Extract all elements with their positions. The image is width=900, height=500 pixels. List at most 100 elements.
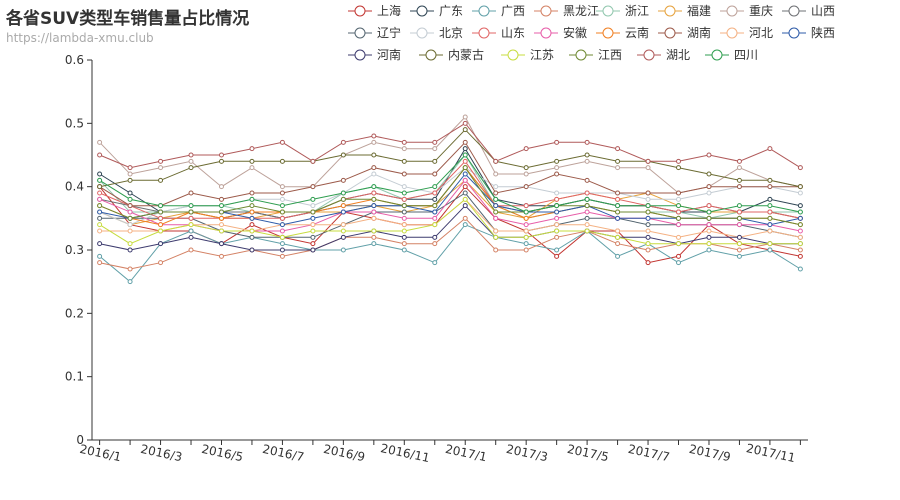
data-point[interactable] bbox=[736, 222, 742, 228]
data-point[interactable] bbox=[462, 158, 468, 164]
data-point[interactable] bbox=[127, 279, 133, 285]
data-point[interactable] bbox=[462, 120, 468, 126]
data-point[interactable] bbox=[554, 190, 560, 196]
data-point[interactable] bbox=[676, 260, 682, 266]
data-point[interactable] bbox=[97, 241, 103, 247]
data-point[interactable] bbox=[523, 209, 529, 215]
data-point[interactable] bbox=[493, 171, 499, 177]
data-point[interactable] bbox=[188, 203, 194, 209]
data-point[interactable] bbox=[554, 139, 560, 145]
data-point[interactable] bbox=[615, 190, 621, 196]
data-point[interactable] bbox=[432, 139, 438, 145]
data-point[interactable] bbox=[158, 203, 164, 209]
data-point[interactable] bbox=[462, 127, 468, 133]
series-湖北[interactable] bbox=[97, 120, 803, 171]
data-point[interactable] bbox=[645, 222, 651, 228]
data-point[interactable] bbox=[432, 190, 438, 196]
data-point[interactable] bbox=[584, 209, 590, 215]
data-point[interactable] bbox=[279, 209, 285, 215]
data-point[interactable] bbox=[797, 222, 803, 228]
data-point[interactable] bbox=[310, 234, 316, 240]
data-point[interactable] bbox=[401, 196, 407, 202]
data-point[interactable] bbox=[158, 222, 164, 228]
data-point[interactable] bbox=[249, 234, 255, 240]
data-point[interactable] bbox=[615, 203, 621, 209]
legend-item[interactable]: 云南 bbox=[596, 25, 649, 40]
data-point[interactable] bbox=[127, 247, 133, 253]
data-point[interactable] bbox=[736, 203, 742, 209]
data-point[interactable] bbox=[279, 196, 285, 202]
data-point[interactable] bbox=[371, 209, 377, 215]
data-point[interactable] bbox=[158, 209, 164, 215]
data-point[interactable] bbox=[493, 228, 499, 234]
data-point[interactable] bbox=[249, 209, 255, 215]
data-point[interactable] bbox=[615, 228, 621, 234]
data-point[interactable] bbox=[797, 184, 803, 190]
data-point[interactable] bbox=[127, 228, 133, 234]
data-point[interactable] bbox=[767, 146, 773, 152]
data-point[interactable] bbox=[188, 228, 194, 234]
data-point[interactable] bbox=[432, 241, 438, 247]
data-point[interactable] bbox=[158, 177, 164, 183]
data-point[interactable] bbox=[127, 266, 133, 272]
data-point[interactable] bbox=[279, 253, 285, 259]
data-point[interactable] bbox=[462, 215, 468, 221]
data-point[interactable] bbox=[706, 222, 712, 228]
data-point[interactable] bbox=[554, 196, 560, 202]
data-point[interactable] bbox=[158, 158, 164, 164]
data-point[interactable] bbox=[736, 209, 742, 215]
data-point[interactable] bbox=[676, 165, 682, 171]
legend-item[interactable]: 广西 bbox=[472, 4, 525, 18]
data-point[interactable] bbox=[401, 234, 407, 240]
data-point[interactable] bbox=[554, 209, 560, 215]
data-point[interactable] bbox=[279, 234, 285, 240]
data-point[interactable] bbox=[97, 184, 103, 190]
data-point[interactable] bbox=[340, 222, 346, 228]
data-point[interactable] bbox=[97, 196, 103, 202]
data-point[interactable] bbox=[645, 165, 651, 171]
data-point[interactable] bbox=[432, 215, 438, 221]
data-point[interactable] bbox=[645, 196, 651, 202]
data-point[interactable] bbox=[554, 165, 560, 171]
data-point[interactable] bbox=[767, 196, 773, 202]
data-point[interactable] bbox=[493, 184, 499, 190]
data-point[interactable] bbox=[523, 234, 529, 240]
chart-subtitle-link[interactable]: https://lambda-xmu.club bbox=[6, 31, 154, 45]
legend-item[interactable]: 湖南 bbox=[658, 25, 711, 40]
data-point[interactable] bbox=[249, 165, 255, 171]
data-point[interactable] bbox=[493, 196, 499, 202]
data-point[interactable] bbox=[127, 215, 133, 221]
data-point[interactable] bbox=[310, 158, 316, 164]
data-point[interactable] bbox=[706, 228, 712, 234]
data-point[interactable] bbox=[127, 209, 133, 215]
data-point[interactable] bbox=[767, 209, 773, 215]
data-point[interactable] bbox=[554, 228, 560, 234]
data-point[interactable] bbox=[371, 133, 377, 139]
data-point[interactable] bbox=[645, 234, 651, 240]
data-point[interactable] bbox=[97, 222, 103, 228]
data-point[interactable] bbox=[584, 139, 590, 145]
data-point[interactable] bbox=[188, 215, 194, 221]
data-point[interactable] bbox=[432, 222, 438, 228]
series-山东[interactable] bbox=[97, 158, 803, 221]
data-point[interactable] bbox=[676, 190, 682, 196]
data-point[interactable] bbox=[797, 253, 803, 259]
data-point[interactable] bbox=[158, 228, 164, 234]
data-point[interactable] bbox=[279, 190, 285, 196]
data-point[interactable] bbox=[797, 266, 803, 272]
data-point[interactable] bbox=[218, 184, 224, 190]
data-point[interactable] bbox=[340, 209, 346, 215]
data-point[interactable] bbox=[706, 184, 712, 190]
data-point[interactable] bbox=[218, 158, 224, 164]
data-point[interactable] bbox=[462, 222, 468, 228]
data-point[interactable] bbox=[462, 190, 468, 196]
data-point[interactable] bbox=[554, 158, 560, 164]
data-point[interactable] bbox=[797, 241, 803, 247]
data-point[interactable] bbox=[432, 260, 438, 266]
data-point[interactable] bbox=[432, 158, 438, 164]
legend-item[interactable]: 上海 bbox=[348, 3, 401, 18]
data-point[interactable] bbox=[645, 190, 651, 196]
data-point[interactable] bbox=[371, 241, 377, 247]
data-point[interactable] bbox=[127, 196, 133, 202]
data-point[interactable] bbox=[676, 209, 682, 215]
